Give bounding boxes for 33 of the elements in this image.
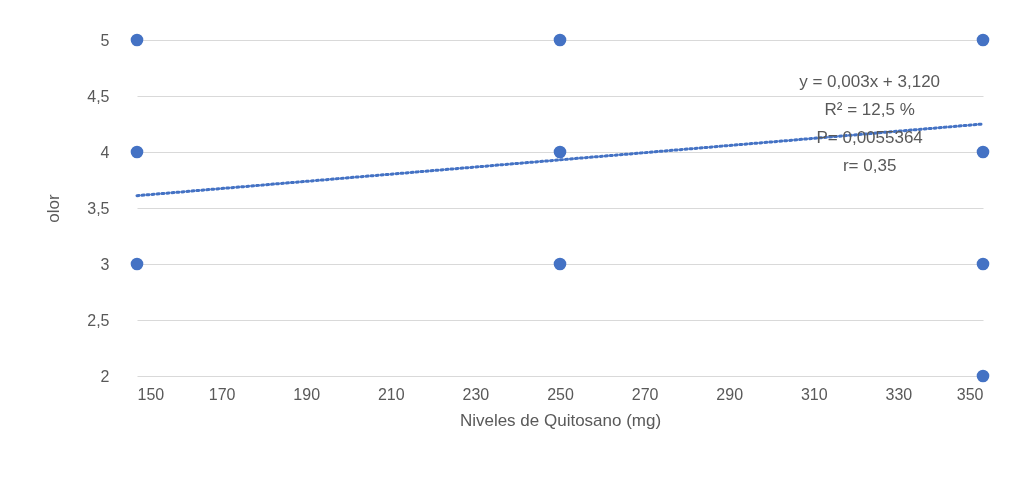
x-tick-label: 230 [462, 385, 490, 403]
y-axis-title: olor [44, 193, 64, 223]
point [130, 33, 144, 47]
point [976, 369, 990, 383]
x-tick-label: 330 [885, 385, 913, 403]
x-tick-label: 290 [716, 385, 744, 403]
y-tick-label: 5 [100, 31, 110, 49]
point [976, 33, 990, 47]
x-tick-label: 190 [293, 385, 321, 403]
point [976, 145, 990, 159]
y-tick-label: 3 [100, 255, 110, 273]
x-tick-label: 210 [377, 385, 405, 403]
point [130, 257, 144, 271]
annotation: R² = 12,5 % [824, 100, 915, 119]
point [553, 33, 567, 47]
x-axis-title: Niveles de Quitosano (mg) [459, 410, 662, 430]
x-tick-label: 250 [547, 385, 574, 403]
point [976, 257, 990, 271]
y-tick-label: 2,5 [87, 311, 110, 329]
point [553, 145, 567, 159]
annotation: y = 0,003x + 3,120 [799, 72, 941, 91]
point [130, 145, 144, 159]
y-tick-label: 4,5 [87, 87, 110, 105]
y-tick-label: 3,5 [87, 199, 110, 217]
y-tick-label: 2 [100, 367, 110, 385]
x-tick-label: 270 [631, 385, 659, 403]
x-tick-label: 350 [956, 385, 984, 403]
y-tick-label: 4 [100, 143, 110, 161]
x-tick-label: 170 [208, 385, 236, 403]
x-tick-label: 310 [800, 385, 828, 403]
point [553, 257, 567, 271]
annotation: r= 0,35 [842, 156, 897, 175]
x-tick-label: 150 [137, 385, 165, 403]
